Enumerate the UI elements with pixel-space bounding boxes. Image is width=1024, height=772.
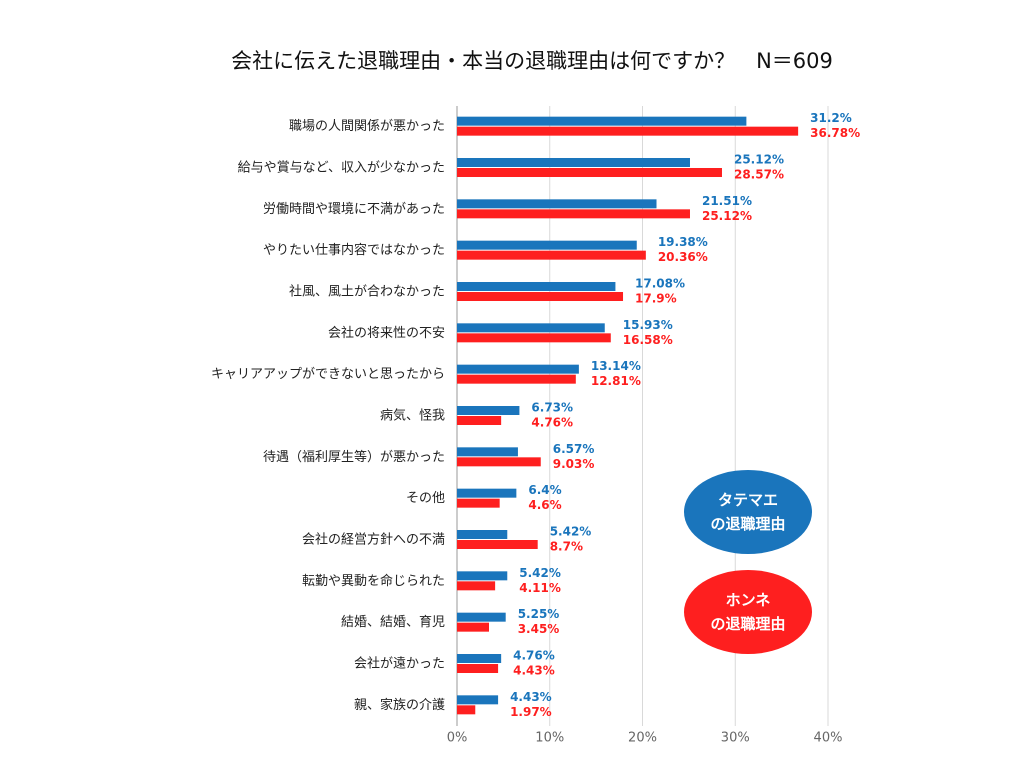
x-tick-label: 0% [447,731,468,746]
data-label: 13.14% [591,359,641,373]
data-label: 19.38% [658,235,708,249]
bar [457,292,624,301]
data-label: 4.76% [531,416,573,430]
y-tick-label: 会社の将来性の不安 [328,325,445,341]
bar [457,447,518,457]
data-label: 15.93% [623,318,673,332]
data-label: 25.12% [702,209,752,223]
data-label: 4.76% [513,649,555,663]
y-tick-label: その他 [406,491,445,506]
x-tick-label: 30% [721,731,750,746]
bar [457,654,502,663]
data-label: 31.2% [810,111,852,125]
bar [457,374,576,384]
data-label: 21.51% [702,194,752,208]
bar [457,209,690,219]
y-tick-label: 転勤や異動を命じられた [302,573,445,589]
y-tick-label: 会社が遠かった [354,656,445,672]
bar [457,416,502,425]
bar [457,168,722,177]
data-label: 6.4% [528,483,561,497]
bar [457,199,657,209]
data-label: 5.42% [550,525,592,539]
bar [457,581,496,591]
data-label: 25.12% [734,153,784,167]
bar [457,695,499,705]
bar [457,250,646,260]
y-tick-label: 待遇（福利厚生等）が悪かった [263,449,445,465]
data-label: 17.08% [635,277,685,291]
legend-item: タテマエ の退職理由 [684,470,812,554]
data-label: 3.45% [518,622,560,636]
bar [457,240,637,250]
bar [457,488,517,498]
bar [457,664,499,673]
y-tick-label: 会社の経営方針への不満 [302,532,445,548]
y-tick-label: キャリアアップができないと思ったから [211,367,445,382]
bar [457,530,508,539]
bar [457,457,541,467]
y-tick-label: 給与や賞与など、収入が少なかった [238,161,445,176]
data-label: 4.43% [513,664,555,678]
data-label: 36.78% [810,126,860,140]
data-label: 6.73% [531,401,573,415]
data-label: 20.36% [658,250,708,264]
bar [457,282,616,291]
y-tick-label: 結婚、結婚、育児 [341,614,445,630]
data-label: 4.11% [519,581,561,595]
x-tick-label: 40% [814,731,843,746]
data-label: 12.81% [591,374,641,388]
y-tick-label: やりたい仕事内容ではなかった [263,242,445,258]
bar [457,406,520,415]
bar [457,333,611,343]
chart-title: 会社に伝えた退職理由・本当の退職理由は何ですか？ N＝609 [231,49,833,73]
data-label: 4.43% [510,690,552,704]
data-label: 17.9% [635,292,677,306]
data-label: 5.42% [519,566,561,580]
legend-item: ホンネ の退職理由 [684,570,812,654]
x-tick-label: 20% [628,731,657,746]
y-tick-label: 労働時間や環境に不満があった [263,202,445,217]
bar [457,158,690,167]
data-label: 6.57% [553,442,595,456]
x-tick-label: 10% [535,731,564,746]
data-label: 9.03% [553,457,595,471]
bar [457,612,506,622]
data-label: 16.58% [623,333,673,347]
bar [457,571,508,581]
data-label: 28.57% [734,168,784,182]
bar [457,364,579,374]
bar [457,126,799,136]
data-label: 1.97% [510,705,552,719]
bar [457,323,605,333]
bar [457,540,538,549]
bar [457,705,476,715]
data-label: 8.7% [550,540,583,554]
bar [457,498,500,508]
y-tick-label: 親、家族の介護 [354,697,445,713]
bar [457,622,489,632]
y-tick-label: 病気、怪我 [380,408,445,424]
data-label: 4.6% [528,498,561,512]
y-tick-label: 職場の人間関係が悪かった [289,119,445,134]
data-label: 5.25% [518,607,560,621]
bar [457,116,747,126]
y-tick-label: 社風、風土が合わなかった [289,284,445,300]
